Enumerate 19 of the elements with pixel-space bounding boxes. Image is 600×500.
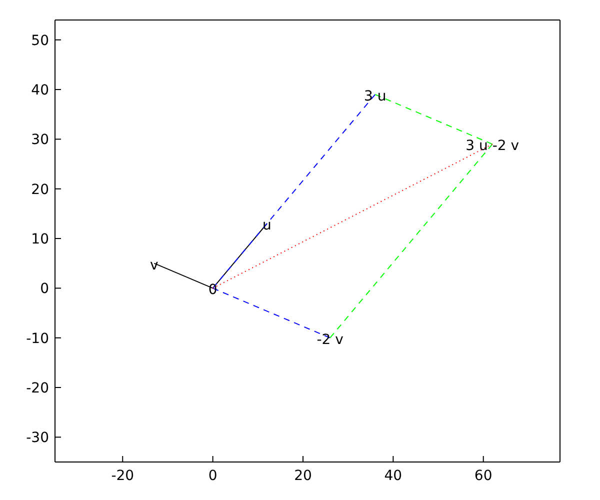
y-tick-label: -20 xyxy=(26,380,49,396)
x-tick-label: 0 xyxy=(208,468,218,484)
annotation: 3 u xyxy=(364,88,386,104)
y-tick-label: 50 xyxy=(31,32,49,49)
y-tick-label: -30 xyxy=(26,430,49,446)
annotation: v xyxy=(150,257,158,274)
annotation: -2 v xyxy=(316,332,344,348)
x-tick-label: 60 xyxy=(474,468,492,484)
x-tick-label: 40 xyxy=(384,468,402,484)
annotation: u xyxy=(262,218,272,234)
x-tick-label: -20 xyxy=(111,468,134,484)
annotation: 3 u -2 v xyxy=(466,138,520,154)
y-tick-label: 20 xyxy=(31,182,49,198)
y-tick-label: 40 xyxy=(31,82,49,98)
y-tick-label: -10 xyxy=(26,330,49,347)
y-tick-label: 30 xyxy=(31,132,49,148)
y-tick-label: 10 xyxy=(31,231,49,248)
x-tick-label: 20 xyxy=(294,468,312,484)
y-tick-label: 0 xyxy=(40,281,49,298)
